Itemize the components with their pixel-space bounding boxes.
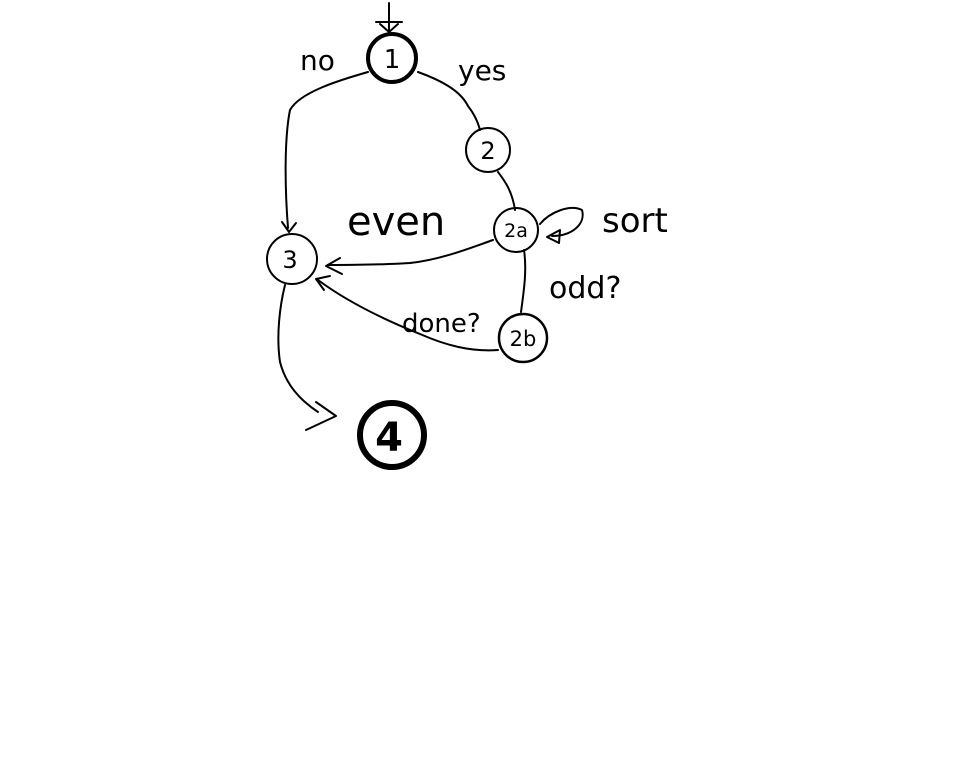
edge-2b-to-3-arrowhead (315, 275, 331, 291)
edge-3-to-4-arrowhead (305, 401, 337, 431)
edge-label-sort: sort (602, 201, 668, 241)
node-1: 1 (366, 32, 418, 84)
edge-label-yes: yes (458, 54, 506, 87)
node-2b: 2b (497, 312, 549, 364)
edge-1-to-3 (284, 71, 369, 229)
edge-1-to-3-arrowhead (281, 221, 297, 233)
node-2-label: 2 (480, 137, 495, 165)
start-arrow (375, 2, 403, 33)
edge-label-even: even (347, 199, 445, 245)
edge-3-to-4 (277, 284, 319, 413)
node-3: 3 (266, 233, 318, 285)
node-2: 2 (465, 127, 511, 173)
edge-2a-to-2b-odd (520, 249, 527, 313)
node-2a: 2a (493, 207, 539, 253)
edge-2a-to-3-arrowhead (325, 257, 343, 275)
node-3-label: 3 (282, 246, 297, 274)
node-2b-label: 2b (510, 327, 537, 351)
edge-2a-self-loop-arrowhead (546, 229, 561, 244)
edge-2a-to-3-even (327, 239, 494, 266)
edge-2b-to-3-done (317, 279, 499, 352)
edge-label-odd: odd? (549, 271, 621, 306)
node-4-label: 4 (375, 415, 403, 461)
node-1-label: 1 (384, 45, 401, 75)
edge-2-to-2a (497, 171, 516, 211)
node-2a-label: 2a (504, 220, 528, 242)
node-4: 4 (357, 400, 427, 470)
edge-1-to-2 (417, 71, 481, 131)
edge-2a-self-loop-sort (539, 206, 584, 237)
edge-label-no: no (300, 44, 335, 77)
edge-label-done: done? (402, 309, 481, 339)
